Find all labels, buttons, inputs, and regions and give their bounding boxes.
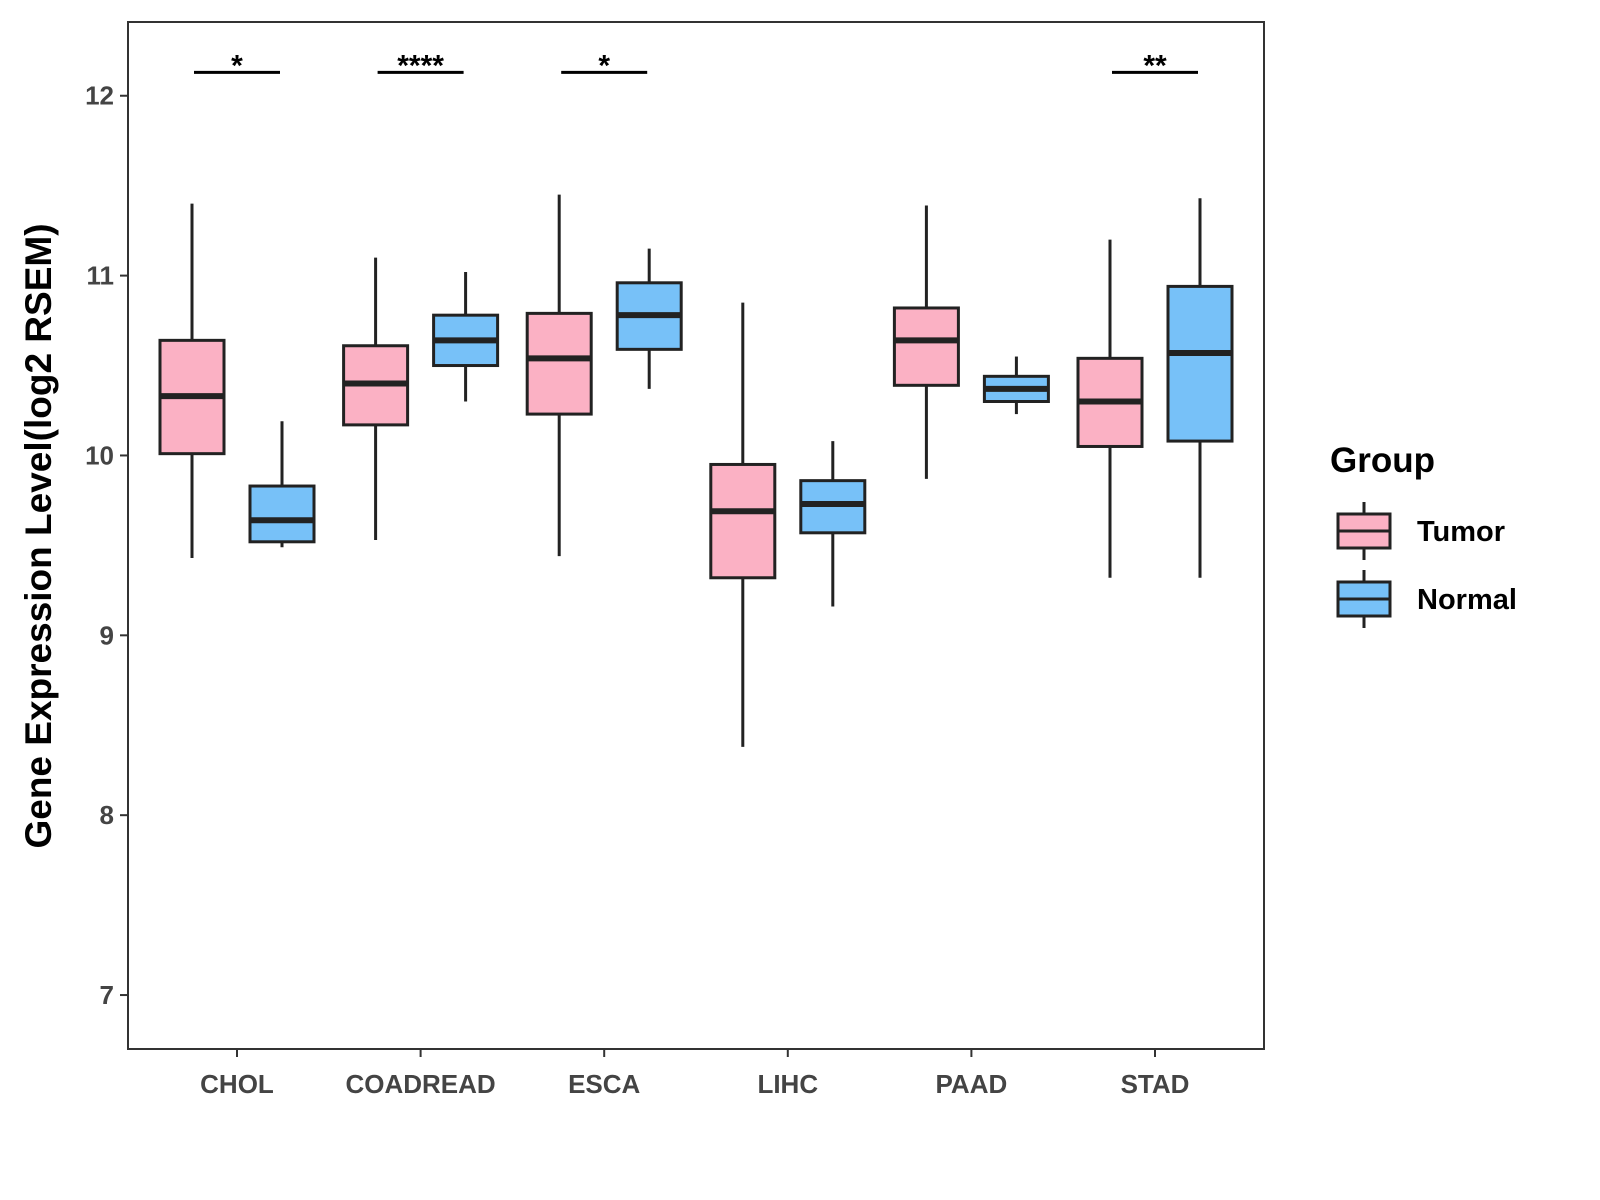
y-tick-label: 12 (85, 81, 114, 111)
box-tumor-esca (525, 194, 593, 557)
legend-label: Normal (1417, 584, 1517, 616)
x-tick-label: COADREAD (345, 1069, 495, 1099)
box (525, 311, 593, 416)
legend-title: Group (1330, 441, 1435, 480)
box (248, 484, 316, 544)
box-tumor-lihc (709, 302, 777, 747)
significance-label: **** (397, 49, 444, 82)
y-tick-label: 11 (87, 261, 115, 291)
box (1166, 284, 1234, 443)
significance-label: * (231, 49, 243, 82)
y-tick-label: 10 (85, 440, 114, 470)
box-normal-coadread (432, 272, 500, 402)
y-tick-label: 9 (100, 620, 114, 650)
plot-panel (127, 21, 1265, 1050)
x-axis: CHOL COADREAD ESCA LIHC PAAD STAD (200, 1049, 1189, 1099)
boxes (158, 194, 1234, 747)
legend-item-normal: Normal (1336, 570, 1517, 628)
x-tick-label: STAD (1121, 1069, 1190, 1099)
legend-label: Tumor (1417, 516, 1505, 548)
box-tumor-paad (892, 205, 960, 479)
box-normal-lihc (799, 441, 867, 607)
box-normal-stad (1166, 198, 1234, 578)
box (892, 306, 960, 387)
x-tick-label: ESCA (568, 1069, 640, 1099)
y-axis-label: Gene Expression Level(log2 RSEM) (18, 223, 59, 848)
x-tick-label: LIHC (757, 1069, 818, 1099)
significance-label: * (598, 49, 610, 82)
box-normal-paad (982, 356, 1050, 415)
legend-item-tumor: Tumor (1336, 502, 1505, 560)
box-tumor-stad (1076, 239, 1144, 578)
box (709, 462, 777, 580)
y-axis: 7 8 9 10 11 12 (85, 81, 128, 1010)
box-tumor-coadread (342, 257, 410, 540)
box-tumor-chol (158, 203, 226, 558)
legend: Group Tumor Normal (1330, 441, 1517, 628)
x-tick-label: PAAD (936, 1069, 1008, 1099)
box-normal-chol (248, 421, 316, 548)
y-tick-label: 8 (100, 800, 114, 830)
x-tick-label: CHOL (200, 1069, 274, 1099)
significance-label: ** (1143, 49, 1167, 82)
box-normal-esca (615, 248, 683, 389)
significance-annotations: * **** * ** (194, 49, 1198, 82)
y-tick-label: 7 (100, 980, 114, 1010)
